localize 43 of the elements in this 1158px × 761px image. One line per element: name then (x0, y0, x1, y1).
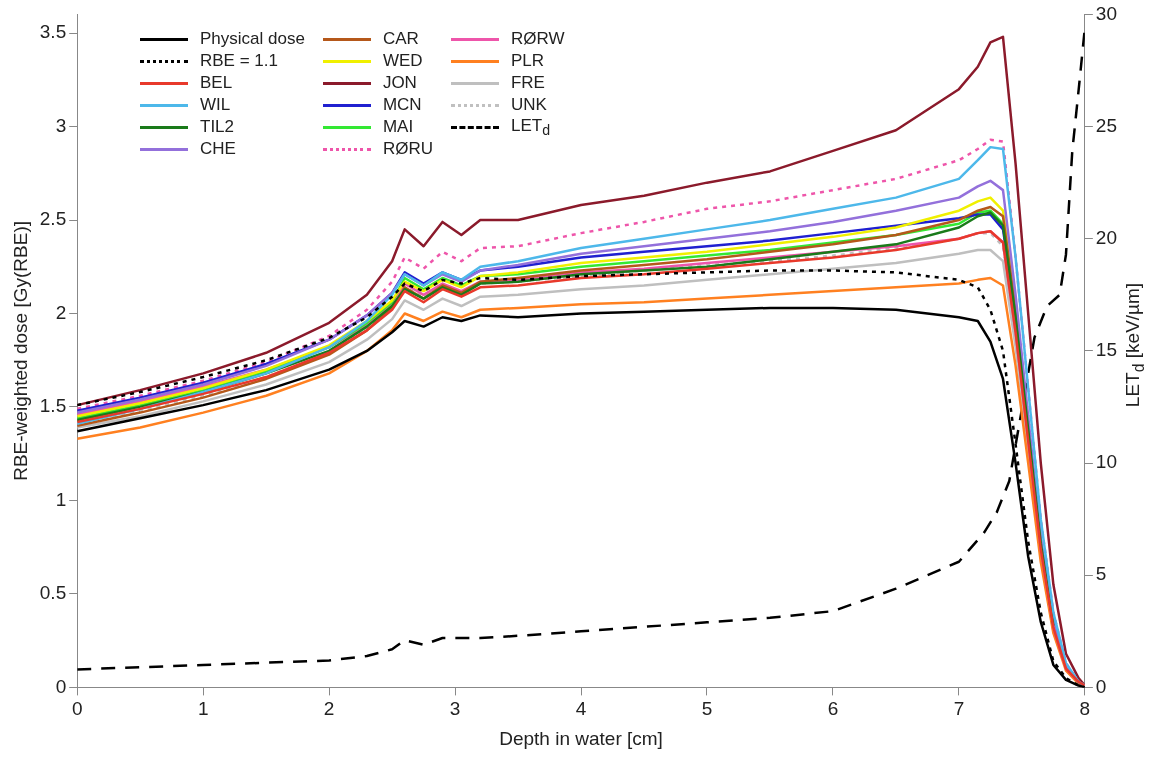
legend-label: MAI (382, 117, 414, 137)
x-tick-label: 2 (323, 698, 335, 720)
y-tick-label: 0 (55, 675, 67, 697)
legend-label: FRE (510, 73, 545, 93)
legend-label: RØRU (382, 139, 433, 159)
legend-label: CHE (200, 139, 236, 159)
y-tick-label: 3 (55, 114, 67, 136)
x-tick-label: 7 (953, 698, 965, 720)
y-tick-label: 1 (55, 488, 67, 510)
x-tick-label: 0 (71, 698, 83, 720)
x-tick-label: 5 (701, 698, 713, 720)
y-tick-label: 2 (55, 301, 67, 323)
legend-label: RØRW (510, 29, 565, 49)
x-tick-label: 6 (827, 698, 839, 720)
y2-tick-label: 15 (1095, 339, 1118, 361)
y2-tick-label: 20 (1095, 226, 1118, 248)
legend-label: WED (382, 51, 423, 71)
y2-tick-label: 30 (1095, 2, 1118, 24)
legend-label: TIL2 (200, 117, 235, 137)
legend-label: CAR (382, 29, 419, 49)
y-tick-label: 3.5 (39, 21, 67, 43)
y2-tick-label: 25 (1095, 114, 1118, 136)
legend-label: MCN (382, 95, 422, 115)
x-axis-title: Depth in water [cm] (499, 727, 663, 749)
legend-label: UNK (510, 95, 547, 115)
y2-tick-label: 0 (1095, 675, 1107, 697)
legend-label: Physical dose (200, 29, 305, 49)
x-tick-label: 4 (575, 698, 587, 720)
x-tick-label: 8 (1079, 698, 1091, 720)
legend-label: LET$_{d}$ (510, 115, 551, 139)
y2-tick-label: 10 (1095, 451, 1118, 473)
y2-tick-label: 5 (1095, 563, 1107, 585)
legend-label: JON (382, 73, 417, 93)
x-tick-label: 1 (197, 698, 209, 720)
legend-label: RBE = 1.1 (200, 51, 278, 71)
legend-label: BEL (200, 73, 233, 93)
y-tick-label: 2.5 (39, 208, 67, 230)
x-tick-label: 3 (449, 698, 461, 720)
legend-label: WIL (200, 95, 231, 115)
y-tick-label: 0.5 (39, 582, 67, 604)
y-axis-title: RBE-weighted dose [Gy(RBE)] (9, 221, 31, 481)
legend-label: PLR (510, 51, 545, 71)
y-tick-label: 1.5 (39, 395, 67, 417)
